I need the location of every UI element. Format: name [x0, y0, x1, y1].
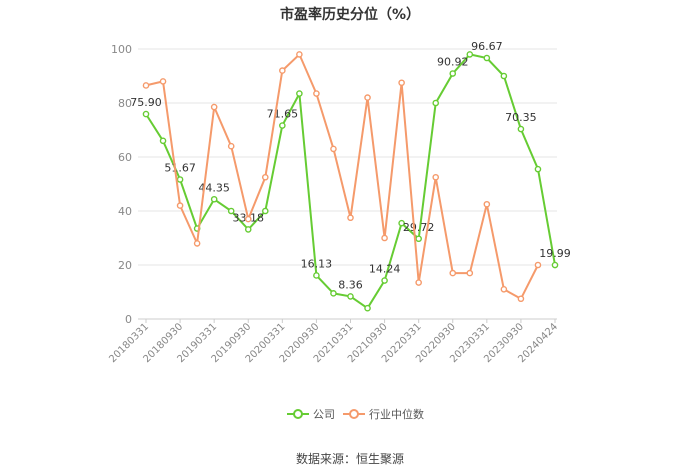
source-note: 数据来源：恒生聚源 — [295, 452, 404, 466]
data-point — [364, 94, 371, 101]
data-point — [210, 103, 218, 111]
data-label: 71.65 — [267, 108, 299, 121]
data-point — [142, 110, 150, 118]
data-point — [142, 82, 150, 89]
data-point — [517, 125, 525, 133]
data-point — [415, 279, 422, 286]
chart-title: 市盈率历史分位（%） — [279, 7, 421, 23]
data-point — [432, 99, 440, 107]
data-point — [551, 261, 559, 269]
data-point — [313, 90, 320, 97]
legend-swatch-marker — [349, 409, 359, 419]
data-point — [500, 285, 508, 293]
data-point — [381, 234, 388, 242]
y-tick-label: 60 — [118, 151, 132, 164]
data-label: 29.72 — [403, 221, 435, 234]
y-tick-label: 0 — [125, 313, 132, 326]
data-point — [296, 90, 303, 97]
data-point — [381, 277, 388, 284]
y-tick-label: 40 — [118, 205, 132, 218]
data-point — [296, 51, 303, 58]
data-point — [193, 240, 201, 247]
data-point — [398, 219, 405, 227]
data-label: 75.90 — [130, 96, 162, 109]
data-label: 96.67 — [471, 40, 503, 53]
data-label: 8.36 — [338, 278, 363, 291]
data-point — [261, 173, 269, 181]
data-point — [364, 304, 371, 312]
data-point — [347, 214, 354, 222]
data-point — [432, 173, 440, 181]
y-tick-label: 100 — [111, 43, 132, 56]
data-point — [483, 200, 491, 208]
y-tick-label: 20 — [118, 259, 132, 272]
data-label: 14.24 — [369, 263, 401, 276]
data-label: 19.99 — [539, 247, 571, 260]
data-label: 44.35 — [198, 181, 230, 194]
data-point — [517, 295, 525, 303]
data-point — [159, 137, 167, 145]
data-point — [534, 261, 542, 269]
data-point — [483, 54, 491, 62]
data-point — [279, 67, 286, 74]
data-point — [244, 226, 252, 233]
data-point — [330, 290, 337, 297]
data-point — [210, 195, 218, 203]
legend-swatch-marker — [293, 409, 303, 419]
legend-label: 行业中位数 — [369, 407, 424, 421]
data-point — [227, 207, 235, 215]
data-point — [466, 269, 474, 277]
series-line-1 — [145, 52, 539, 301]
data-point — [347, 293, 354, 300]
data-point — [500, 72, 508, 80]
data-label: 70.35 — [505, 111, 537, 124]
data-point — [261, 207, 269, 215]
data-point — [159, 78, 167, 85]
data-point — [279, 122, 286, 129]
data-point — [176, 202, 184, 209]
y-tick-label: 80 — [118, 97, 132, 110]
data-label: 16.13 — [301, 257, 333, 270]
data-point — [176, 176, 184, 183]
data-point — [534, 165, 542, 173]
data-point — [244, 215, 252, 223]
data-label: 90.92 — [437, 56, 469, 69]
data-point — [398, 79, 405, 87]
data-point — [449, 70, 457, 77]
data-point — [313, 272, 320, 279]
data-point — [415, 235, 422, 243]
data-label: 51.67 — [164, 161, 196, 174]
data-point — [227, 142, 235, 150]
legend-label: 公司 — [313, 408, 335, 421]
data-point — [330, 145, 337, 153]
data-point — [449, 269, 457, 277]
data-point — [466, 51, 474, 58]
